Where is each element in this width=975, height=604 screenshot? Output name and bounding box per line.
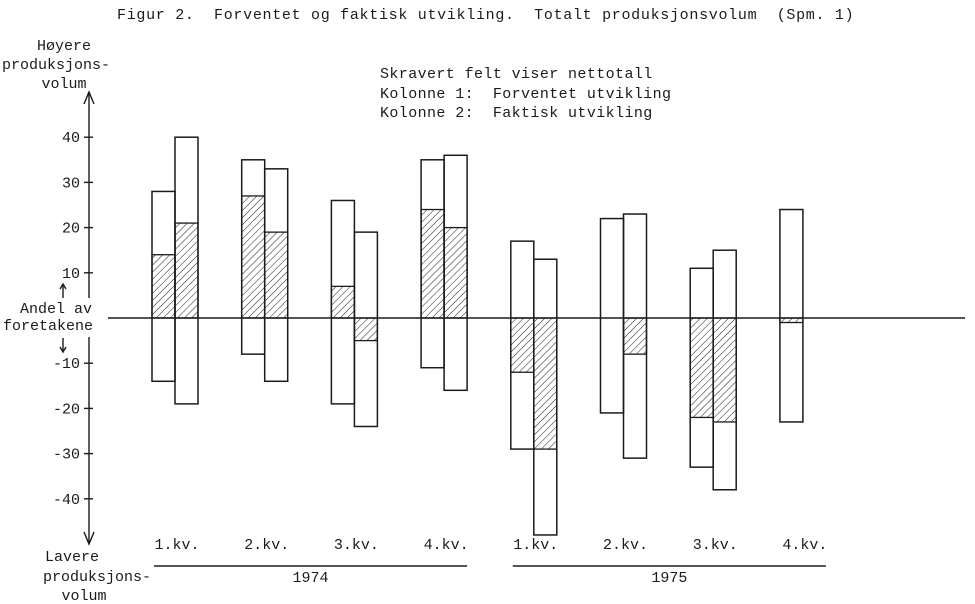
bar-1975-q2-col2-frame xyxy=(622,213,648,459)
bar-1975-q4-col1-frame xyxy=(779,208,804,423)
year-label: 1974 xyxy=(293,570,329,587)
bar-1974-q1-col2-net-hatch xyxy=(174,222,199,319)
bar-1974-q2-col2-frame xyxy=(263,168,289,383)
quarter-label: 4.kv. xyxy=(782,537,827,554)
bar-1975-q2-col1-frame xyxy=(599,217,625,414)
bar-1974-q1-col1-net-hatch xyxy=(151,254,176,319)
bar-1974-q2-col2-net-hatch xyxy=(264,231,289,319)
y-tick-label: -10 xyxy=(53,356,80,373)
bar-1975-q3-col1-net-hatch xyxy=(689,317,714,419)
y-zero-label-line-2: foretakene xyxy=(3,318,93,335)
y-bottom-label-line-1: Lavere xyxy=(45,549,99,566)
bar-1975-q4-col1-net-hatch xyxy=(779,317,804,324)
y-axis-down-arrowhead-icon xyxy=(83,531,95,546)
bar-1974-q3-col2-net-hatch xyxy=(353,317,379,342)
bar-1975-q1-col2-net-hatch xyxy=(533,317,558,450)
legend: Skravert felt viser nettotall Kolonne 1:… xyxy=(380,66,671,122)
bar-1974-q2-col1-net-hatch xyxy=(241,195,266,319)
y-tick-label: -20 xyxy=(53,401,80,418)
y-top-label-line-3: volum xyxy=(41,76,86,93)
bar-1975-q3-col2-frame xyxy=(712,249,737,491)
y-ticks: 40 30 20 10 -10 -20 -30 -40 xyxy=(53,130,93,509)
quarter-label: 1.kv. xyxy=(513,537,558,554)
y-bottom-label-line-2: produksjons- xyxy=(43,569,151,586)
bar-1974-q4-col2-net-hatch xyxy=(443,226,468,319)
bar-1974-q3-col1-net-hatch xyxy=(330,285,356,319)
quarter-label: 1.kv. xyxy=(154,537,199,554)
bars xyxy=(151,136,804,536)
y-axis xyxy=(83,90,95,546)
y-tick-label: -40 xyxy=(53,492,80,509)
y-top-label-line-2: produksjons- xyxy=(2,57,110,74)
y-tick-label: 10 xyxy=(62,266,80,283)
bar-1974-q1-col2-frame xyxy=(174,136,199,405)
share-down-arrow-icon xyxy=(59,338,67,354)
bar-1975-q1-col2-frame xyxy=(533,258,558,536)
bar-1974-q4-col2-frame xyxy=(443,154,468,392)
y-axis-bottom-label: Lavere produksjons- volum xyxy=(43,549,151,604)
y-tick-label: 30 xyxy=(62,175,80,192)
y-tick-label: 20 xyxy=(62,221,80,238)
quarter-label: 3.kv. xyxy=(334,537,379,554)
y-zero-label-line-1: Andel av xyxy=(20,301,92,318)
quarter-label: 2.kv. xyxy=(603,537,648,554)
quarter-label: 4.kv. xyxy=(424,537,469,554)
year-label: 1975 xyxy=(651,570,687,587)
y-axis-up-arrowhead-icon xyxy=(83,90,95,105)
y-top-label-line-1: Høyere xyxy=(37,38,91,55)
bar-1974-q3-col2-frame xyxy=(353,231,379,428)
y-bottom-label-line-3: volum xyxy=(61,588,106,604)
x-axis-labels: 1.kv. 2.kv. 3.kv. 4.kv. 1974 1.kv. 2.kv. 3.kv. 4… xyxy=(154,537,827,587)
figure-title: Figur 2. Forventet og faktisk utvikling.… xyxy=(117,7,854,24)
share-up-arrow-icon xyxy=(59,282,67,298)
bar-1975-q2-col2-net-hatch xyxy=(622,317,648,355)
y-tick-label: -30 xyxy=(53,447,80,464)
bar-1975-q3-col2-net-hatch xyxy=(712,317,737,423)
y-axis-top-label: Høyere produksjons- volum xyxy=(2,38,110,93)
quarter-label: 3.kv. xyxy=(693,537,738,554)
y-tick-label: 40 xyxy=(62,130,80,147)
legend-hatch-note: Skravert felt viser nettotall xyxy=(380,66,653,83)
bar-1975-q1-col1-net-hatch xyxy=(510,317,535,373)
y-axis-zero-label: Andel av foretakene xyxy=(3,282,93,354)
legend-column-2: Kolonne 2: Faktisk utvikling xyxy=(380,105,653,122)
bar-1974-q4-col1-net-hatch xyxy=(420,208,445,319)
legend-column-1: Kolonne 1: Forventet utvikling xyxy=(380,86,671,103)
quarter-label: 2.kv. xyxy=(244,537,289,554)
